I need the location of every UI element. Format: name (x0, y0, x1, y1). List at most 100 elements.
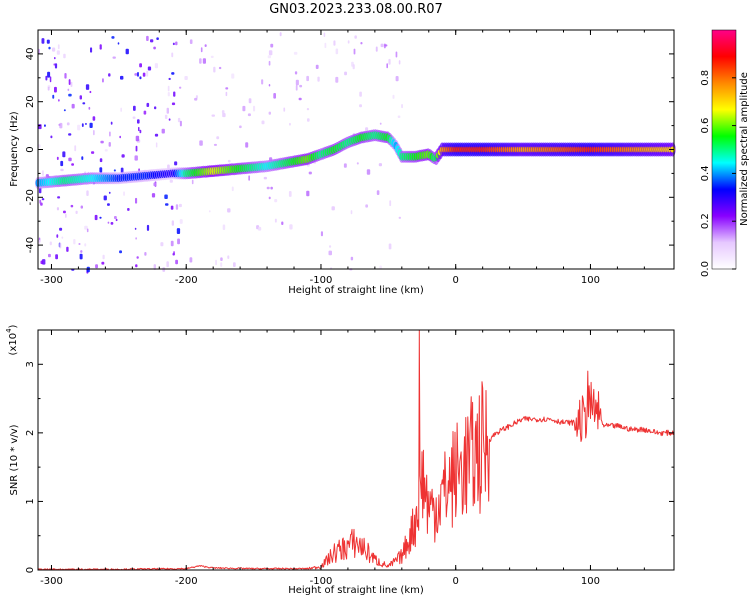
spectrogram-cell (268, 111, 271, 115)
spectrogram-cell (38, 187, 42, 194)
spectrogram-cell (379, 122, 382, 125)
colorbar-ticks: 0.0 0.2 0.4 0.6 0.8 (700, 70, 736, 277)
y-tick-label: 20 (25, 95, 36, 108)
spectrogram-cell (99, 216, 102, 219)
spectrogram-cell (135, 237, 137, 240)
spectrogram-cell (154, 106, 157, 110)
spectrogram-cell (89, 122, 93, 128)
spectrogram-cell (220, 257, 223, 261)
spectrogram-cell (42, 259, 46, 265)
spectrogram-cell (135, 197, 138, 204)
spectrogram-cell (274, 199, 278, 203)
spectrogram-cell (175, 204, 179, 210)
spectrogram-cell (134, 227, 137, 230)
snr-panel: -300 -200 -100 0 100 0 1 2 3 Height of straight… (5, 324, 675, 596)
spectrogram-cell (108, 73, 111, 77)
snr-y-ticks: 0 1 2 3 (25, 361, 674, 573)
spectrogram-cell (171, 102, 176, 106)
spectrogram-cell (150, 39, 154, 43)
y-tick-label: 3 (25, 361, 36, 367)
spectrogram-cell (266, 186, 270, 190)
spectrogram-cell (73, 239, 76, 245)
spectrogram-cell (175, 259, 178, 265)
spectrogram-cell (134, 73, 138, 76)
spectrogram-cell (166, 107, 169, 114)
spectrogram-cell (63, 210, 66, 214)
spectrogram-cell (93, 130, 95, 136)
spectrogram-cell (84, 225, 88, 230)
spectrogram-cell (354, 35, 357, 39)
spectrogram-cell (50, 135, 53, 139)
spectrogram-cell (68, 157, 72, 162)
spectrogram-cell (216, 136, 220, 140)
spectrogram-cell (160, 242, 164, 247)
spectrogram-x-label: Height of straight line (km) (288, 285, 424, 296)
spectrogram-cell (101, 261, 105, 265)
y-tick-label: 2 (25, 430, 36, 436)
spectrogram-cell (199, 140, 203, 146)
spectrogram-cell (333, 40, 336, 46)
spectrogram-cell (161, 128, 165, 134)
spectrogram-cell (48, 253, 51, 258)
spectrogram-cell (222, 224, 226, 230)
spectrogram-cell (191, 179, 194, 185)
spectrogram-cell (78, 243, 81, 245)
spectrogram-cell (88, 106, 91, 110)
x-tick-label: -100 (310, 576, 333, 587)
spectrogram-cell (137, 119, 140, 124)
spectrogram-cell (47, 86, 50, 91)
spectrogram-cell (125, 48, 129, 55)
spectrogram-x-ticks: -300 -200 -100 0 100 (40, 30, 645, 286)
x-tick-label: -200 (175, 275, 198, 286)
spectrogram-cell (356, 162, 359, 165)
spectrogram-cell (95, 264, 98, 269)
spectrogram-cell (142, 72, 146, 77)
spectrogram-cell (211, 114, 215, 117)
x-tick-label: -200 (175, 576, 198, 587)
spectrogram-cell (146, 35, 149, 41)
spectrogram-cell (359, 104, 362, 108)
spectrogram-cell (139, 76, 142, 80)
spectrogram-cell (75, 210, 78, 214)
spectrogram-cell (62, 151, 66, 158)
spectrogram-cell (320, 231, 323, 237)
spectrogram-cell (123, 191, 125, 196)
spectrogram-cell (176, 228, 181, 234)
spectrogram-cell (102, 78, 104, 83)
spectrogram-cell (65, 213, 67, 218)
spectrogram-cell (392, 94, 395, 99)
spectrogram-cell (60, 160, 64, 167)
spectrogram-cell (39, 199, 42, 204)
y-tick-label: -20 (25, 189, 36, 205)
spectrogram-cell (154, 63, 158, 69)
spectrogram-cell (289, 224, 293, 230)
spectrogram-cell (59, 227, 63, 231)
spectrogram-cell (335, 48, 339, 55)
spectrogram-cell (389, 200, 392, 207)
spectrogram-cell (274, 218, 277, 223)
spectrogram-cell (365, 204, 368, 208)
spectrogram-cell (54, 86, 57, 93)
spectrogram-cell (80, 205, 83, 209)
spectrogram-cell (104, 149, 108, 152)
colorbar-label: Normalized spectral amplitude (739, 72, 750, 226)
spectrogram-cell (378, 163, 382, 167)
spectrogram-cell (99, 167, 103, 173)
spectrogram-cell (68, 79, 71, 85)
figure-title: GN03.2023.233.08.00.R07 (269, 2, 443, 17)
spectrogram-cell (52, 94, 55, 99)
spectrogram-cell (99, 44, 102, 50)
spectrogram-cell (64, 73, 67, 79)
spectrogram-cell (119, 250, 122, 254)
spectrogram-cell (225, 91, 228, 97)
spectrogram-cell (155, 142, 158, 148)
spectrogram-cell (299, 84, 303, 88)
spectrogram-cell (289, 122, 291, 126)
spectrogram-cell (189, 39, 193, 44)
spectrogram-cell (317, 76, 320, 82)
spectrogram-cell (335, 76, 339, 83)
spectrogram-cell (283, 107, 286, 112)
spectrogram-cell (38, 124, 42, 130)
spectrogram-cell (221, 110, 225, 114)
